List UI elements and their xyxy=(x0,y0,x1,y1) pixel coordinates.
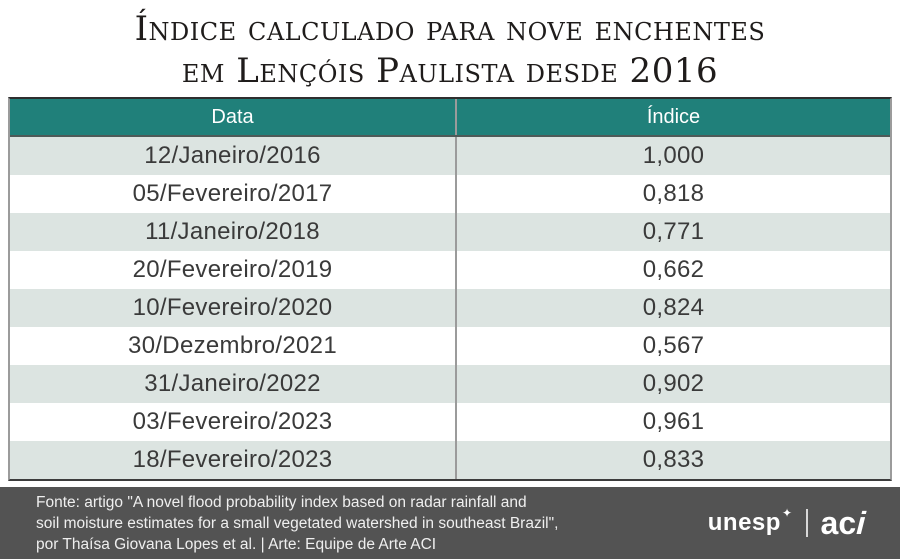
source-attribution-text: Fonte: artigo "A novel flood probability… xyxy=(36,493,559,553)
cell-index: 0,662 xyxy=(642,256,705,283)
table-row: 20/Fevereiro/2019 0,662 xyxy=(10,251,890,289)
table-row: 18/Fevereiro/2023 0,833 xyxy=(10,441,890,479)
page-title-line1: Índice calculado para nove enchentes xyxy=(134,9,766,49)
aci-logo: ac i xyxy=(820,505,871,541)
cell-date: 20/Fevereiro/2019 xyxy=(10,251,458,289)
cell-index: 0,818 xyxy=(642,180,705,207)
cell-index: 0,824 xyxy=(642,294,705,321)
unesp-wordmark: unesp xyxy=(707,509,781,536)
cell-date: 05/Fevereiro/2017 xyxy=(10,175,458,213)
column-header-data: Data xyxy=(10,99,458,135)
page-title-line2: em Lençóis Paulista desde 2016 xyxy=(181,51,719,91)
table-row: 31/Janeiro/2022 0,902 xyxy=(10,365,890,403)
cell-index: 0,961 xyxy=(642,408,705,435)
table-row: 11/Janeiro/2018 0,771 xyxy=(10,213,890,251)
cell-date: 10/Fevereiro/2020 xyxy=(10,289,458,327)
cell-date: 03/Fevereiro/2023 xyxy=(10,403,458,441)
table-row: 03/Fevereiro/2023 0,961 xyxy=(10,403,890,441)
cell-date: 12/Janeiro/2016 xyxy=(10,137,458,175)
unesp-logo: unesp ✦ xyxy=(707,506,793,537)
column-header-indice: Índice xyxy=(646,105,701,128)
table-header-row: Data Índice xyxy=(10,99,890,137)
footer-logos: unesp ✦ ac i xyxy=(707,505,900,541)
cell-date: 30/Dezembro/2021 xyxy=(10,327,458,365)
logo-divider xyxy=(805,509,808,537)
cell-index: 0,902 xyxy=(642,370,705,397)
table-row: 12/Janeiro/2016 1,000 xyxy=(10,137,890,175)
cell-date: 11/Janeiro/2018 xyxy=(10,213,458,251)
cell-index: 0,567 xyxy=(642,332,705,359)
page-title: Índice calculado para nove enchentes em … xyxy=(0,8,900,92)
cell-index: 0,833 xyxy=(642,446,705,473)
cell-index: 1,000 xyxy=(642,142,705,169)
cell-date: 18/Fevereiro/2023 xyxy=(10,441,458,479)
table-row: 10/Fevereiro/2020 0,824 xyxy=(10,289,890,327)
table-row: 30/Dezembro/2021 0,567 xyxy=(10,327,890,365)
source-footer: Fonte: artigo "A novel flood probability… xyxy=(0,487,900,559)
flood-index-table: Data Índice 12/Janeiro/2016 1,000 05/Fev… xyxy=(8,97,892,481)
aci-wordmark-ac: ac xyxy=(820,505,857,541)
cell-date: 31/Janeiro/2022 xyxy=(10,365,458,403)
table-row: 05/Fevereiro/2017 0,818 xyxy=(10,175,890,213)
cell-index: 0,771 xyxy=(642,218,705,245)
unesp-emblem-icon: ✦ xyxy=(781,506,793,520)
